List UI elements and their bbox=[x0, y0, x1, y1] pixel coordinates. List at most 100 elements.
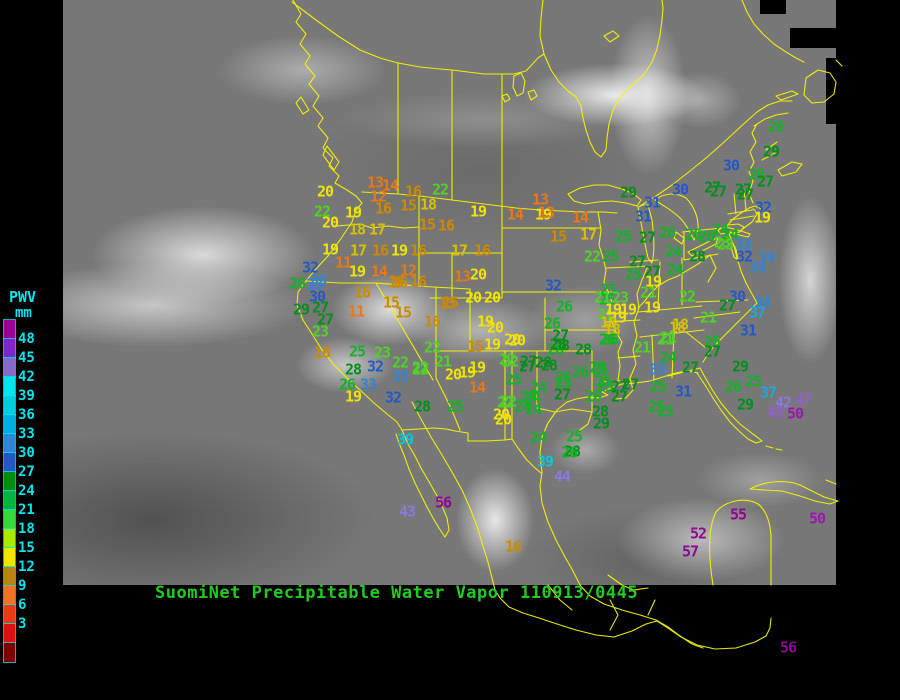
station-pwv-value: 14 bbox=[571, 208, 589, 227]
station-pwv-value: 27 bbox=[756, 172, 774, 191]
legend-tick-label: 6 bbox=[18, 597, 27, 613]
station-pwv-value: 21 bbox=[659, 328, 677, 347]
station-pwv-value: 56 bbox=[434, 493, 452, 512]
station-pwv-value: 31 bbox=[674, 382, 692, 401]
station-pwv-value: 25 bbox=[614, 227, 632, 246]
legend-color-swatch bbox=[3, 547, 16, 568]
coastline-gulf-atlantic bbox=[539, 123, 839, 649]
station-pwv-value: 30 bbox=[722, 156, 740, 175]
station-pwv-value: 26 bbox=[601, 330, 619, 349]
station-pwv-value: 27 bbox=[551, 326, 569, 345]
station-pwv-value: 28 bbox=[549, 335, 567, 354]
station-pwv-value: 19 bbox=[753, 208, 771, 227]
station-pwv-value: 50 bbox=[808, 509, 826, 528]
station-pwv-value: 22 bbox=[411, 360, 429, 379]
station-pwv-value: 16 bbox=[473, 241, 491, 260]
legend-tick-label: 21 bbox=[18, 502, 35, 518]
station-pwv-value: 19 bbox=[321, 240, 339, 259]
station-pwv-value: 26 bbox=[684, 225, 702, 244]
station-pwv-value: 14 bbox=[506, 205, 524, 224]
station-pwv-value: 16 bbox=[374, 199, 392, 218]
image-edge-notch bbox=[760, 0, 786, 14]
station-pwv-value: 26 bbox=[555, 297, 573, 316]
station-pwv-value: 19 bbox=[483, 335, 501, 354]
station-pwv-value: 21 bbox=[639, 283, 657, 302]
station-pwv-value: 16 bbox=[353, 283, 371, 302]
coastline-pacific bbox=[292, 0, 772, 650]
station-pwv-value: 15 bbox=[394, 303, 412, 322]
station-pwv-value: 25 bbox=[598, 290, 616, 309]
station-pwv-value: 15 bbox=[382, 293, 400, 312]
station-pwv-value: 23 bbox=[373, 343, 391, 362]
station-pwv-value: 25 bbox=[446, 397, 464, 416]
station-pwv-value: 25 bbox=[656, 402, 674, 421]
station-pwv-value: 24 bbox=[659, 348, 677, 367]
station-pwv-value: 25 bbox=[588, 358, 606, 377]
satellite-image bbox=[63, 0, 836, 585]
station-pwv-value: 27 bbox=[718, 296, 736, 315]
station-pwv-value: 52 bbox=[689, 524, 707, 543]
station-pwv-value: 25 bbox=[624, 265, 642, 284]
station-pwv-value: 57 bbox=[681, 542, 699, 561]
station-pwv-value: 22 bbox=[501, 352, 519, 371]
station-pwv-value: 16 bbox=[409, 241, 427, 260]
station-pwv-value: 22 bbox=[431, 180, 449, 199]
legend-tick-label: 12 bbox=[18, 559, 35, 575]
station-pwv-value: 25 bbox=[594, 372, 612, 391]
station-pwv-value: 35 bbox=[391, 367, 409, 386]
station-pwv-value: 28 bbox=[563, 442, 581, 461]
station-pwv-value: 22 bbox=[391, 353, 409, 372]
station-pwv-value: 42 bbox=[774, 393, 792, 412]
station-pwv-value: 21 bbox=[656, 330, 674, 349]
station-pwv-value: 26 bbox=[767, 117, 785, 136]
station-pwv-value: 30 bbox=[308, 287, 326, 306]
station-pwv-value: 26 bbox=[724, 377, 742, 396]
station-pwv-value: 20 bbox=[464, 288, 482, 307]
coastline-canada-east bbox=[501, 0, 843, 207]
station-pwv-value: 25 bbox=[348, 342, 366, 361]
station-pwv-value: 37 bbox=[759, 383, 777, 402]
legend-tick-label: 30 bbox=[18, 445, 35, 461]
station-pwv-value: 19 bbox=[344, 387, 362, 406]
station-pwv-value: 27 bbox=[610, 387, 628, 406]
station-pwv-value: 23 bbox=[713, 233, 731, 252]
station-pwv-value: 28 bbox=[688, 247, 706, 266]
station-pwv-value: 19 bbox=[469, 202, 487, 221]
station-pwv-value: 27 bbox=[553, 385, 571, 404]
station-pwv-value: 26 bbox=[658, 223, 676, 242]
station-pwv-value: 27 bbox=[638, 228, 656, 247]
station-pwv-value: 15 bbox=[466, 337, 484, 356]
station-pwv-value: 19 bbox=[468, 358, 486, 377]
station-pwv-value: 16 bbox=[313, 343, 331, 362]
station-pwv-value: 11 bbox=[334, 253, 352, 272]
station-pwv-value: 13 bbox=[453, 267, 471, 286]
station-pwv-value: 33 bbox=[305, 275, 323, 294]
station-pwv-value: 16 bbox=[404, 182, 422, 201]
station-pwv-value: 19 bbox=[609, 308, 627, 327]
legend-color-swatch bbox=[3, 338, 16, 359]
station-pwv-value: 28 bbox=[552, 336, 570, 355]
legend-color-swatch bbox=[3, 414, 16, 435]
station-pwv-value: 19 bbox=[476, 312, 494, 331]
station-pwv-value: 18 bbox=[668, 318, 686, 337]
station-pwv-value: 20 bbox=[486, 318, 504, 337]
station-pwv-value: 30 bbox=[671, 180, 689, 199]
station-pwv-value: 28 bbox=[540, 356, 558, 375]
station-pwv-value: 22 bbox=[499, 392, 517, 411]
station-pwv-value: 33 bbox=[648, 360, 666, 379]
legend-color-swatch bbox=[3, 585, 16, 606]
station-pwv-value: 19 bbox=[390, 241, 408, 260]
station-pwv-value: 19 bbox=[643, 298, 661, 317]
station-pwv-value: 32 bbox=[544, 276, 562, 295]
station-pwv-value: 14 bbox=[370, 262, 388, 281]
station-pwv-value: 14 bbox=[381, 176, 399, 195]
station-pwv-value: 56 bbox=[779, 638, 797, 657]
station-pwv-value: 25 bbox=[649, 377, 667, 396]
station-pwv-value: 20 bbox=[469, 265, 487, 284]
station-pwv-value: 29 bbox=[292, 300, 310, 319]
station-pwv-value: 27 bbox=[311, 298, 329, 317]
station-pwv-value: 34 bbox=[753, 293, 771, 312]
legend-color-swatch bbox=[3, 604, 16, 625]
